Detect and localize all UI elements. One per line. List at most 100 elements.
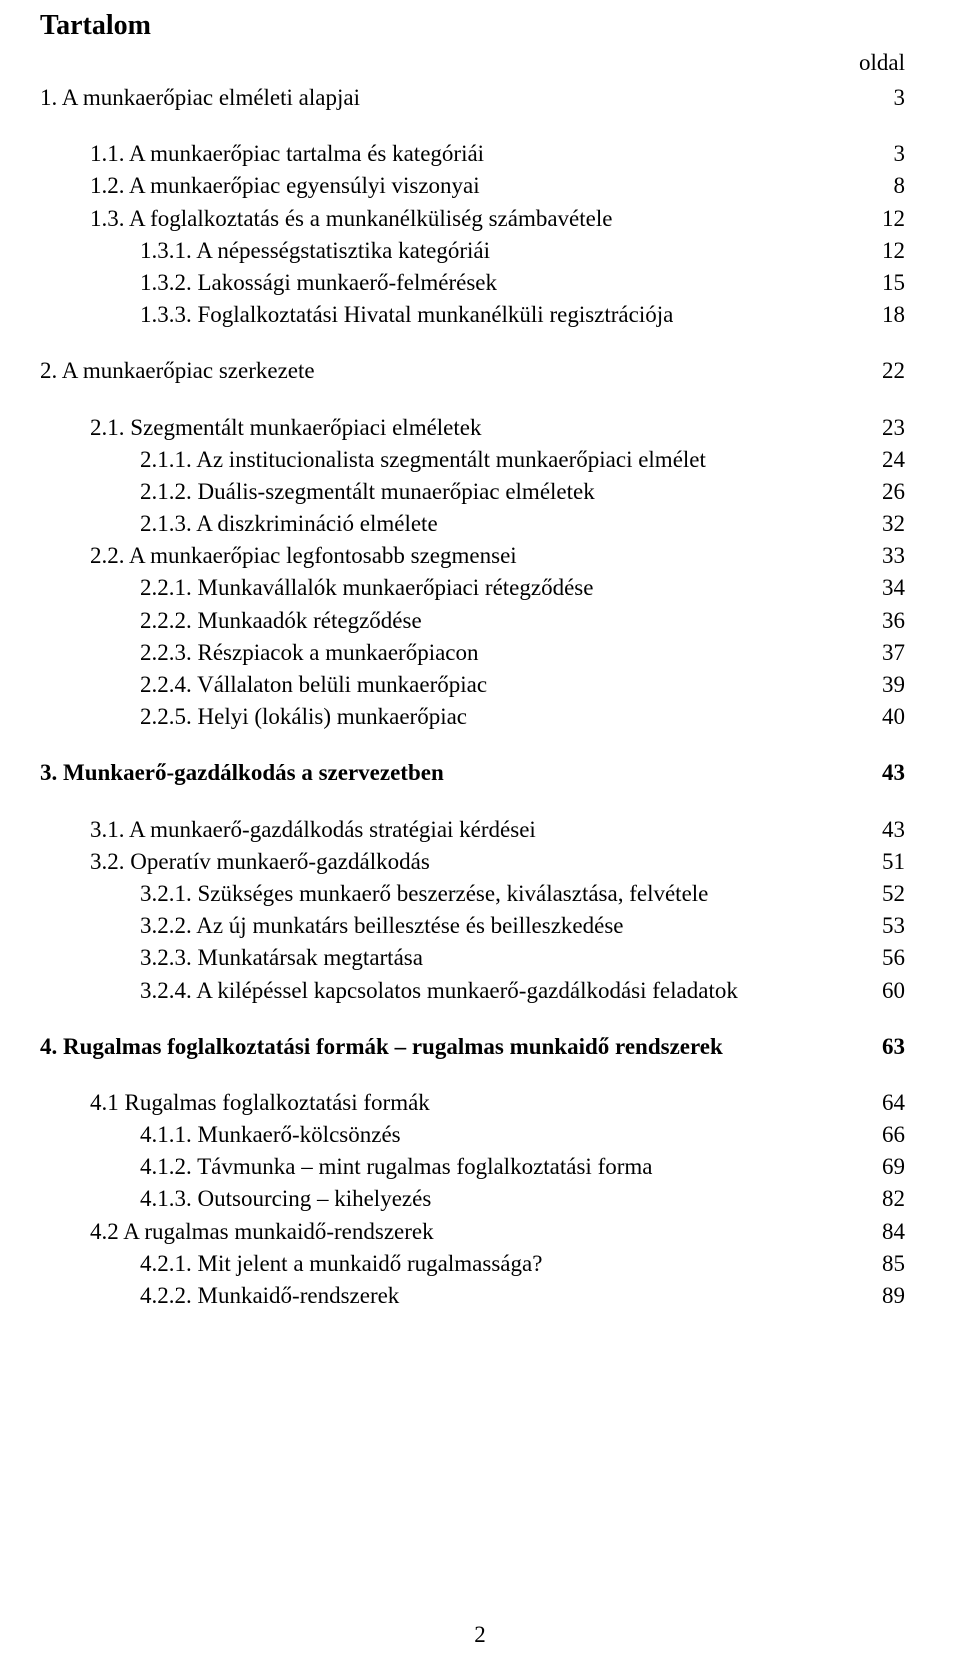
toc-row: 3.2.4. A kilépéssel kapcsolatos munkaerő… <box>40 975 920 1007</box>
toc-row: 3.2.2. Az új munkatárs beillesztése és b… <box>40 910 920 942</box>
toc-entry-label: 4.2 A rugalmas munkaidő-rendszerek <box>90 1216 865 1248</box>
toc-entry-label: 2.1.1. Az institucionalista szegmentált … <box>140 444 865 476</box>
toc-entry-page: 22 <box>865 355 920 387</box>
toc-entry-label: 3.2.1. Szükséges munkaerő beszerzése, ki… <box>140 878 865 910</box>
toc-entry-label: 1.3.2. Lakossági munkaerő-felmérések <box>140 267 865 299</box>
toc-row: 3. Munkaerő-gazdálkodás a szervezetben43 <box>40 757 920 789</box>
toc-row: 1.2. A munkaerőpiac egyensúlyi viszonyai… <box>40 170 920 202</box>
toc-row: 4.1.1. Munkaerő-kölcsönzés66 <box>40 1119 920 1151</box>
toc-entry-page: 24 <box>865 444 920 476</box>
toc-entry-page: 84 <box>865 1216 920 1248</box>
toc-entry-label: 2. A munkaerőpiac szerkezete <box>40 355 865 387</box>
toc-entry-label: 3.2.4. A kilépéssel kapcsolatos munkaerő… <box>140 975 865 1007</box>
toc-row: 1.3.2. Lakossági munkaerő-felmérések15 <box>40 267 920 299</box>
toc-row: 2. A munkaerőpiac szerkezete22 <box>40 355 920 387</box>
toc-spacer <box>40 790 920 814</box>
toc-entry-label: 2.2.1. Munkavállalók munkaerőpiaci réteg… <box>140 572 865 604</box>
toc-entry-label: 1.1. A munkaerőpiac tartalma és kategóri… <box>90 138 865 170</box>
page-number: 2 <box>0 1622 960 1648</box>
document-page: Tartalom oldal 1. A munkaerőpiac elmélet… <box>0 0 960 1668</box>
toc-row: 4.2.2. Munkaidő-rendszerek89 <box>40 1280 920 1312</box>
toc-spacer <box>40 331 920 355</box>
toc-entry-label: 1.3.1. A népességstatisztika kategóriái <box>140 235 865 267</box>
toc-entry-label: 1.3. A foglalkoztatás és a munkanélkülis… <box>90 203 865 235</box>
toc-entry-label: 4.2.1. Mit jelent a munkaidő rugalmasság… <box>140 1248 865 1280</box>
toc-row: 3.1. A munkaerő-gazdálkodás stratégiai k… <box>40 814 920 846</box>
toc-spacer <box>40 733 920 757</box>
toc-row: 4.2.1. Mit jelent a munkaidő rugalmasság… <box>40 1248 920 1280</box>
toc-entry-page: 52 <box>865 878 920 910</box>
toc-spacer <box>40 114 920 138</box>
toc-entry-label: 2.2.5. Helyi (lokális) munkaerőpiac <box>140 701 865 733</box>
toc-entry-label: 4.1.2. Távmunka – mint rugalmas foglalko… <box>140 1151 865 1183</box>
toc-entry-page: 33 <box>865 540 920 572</box>
toc-row: 4.1.3. Outsourcing – kihelyezés82 <box>40 1183 920 1215</box>
toc-row: 2.1. Szegmentált munkaerőpiaci elméletek… <box>40 412 920 444</box>
toc-entry-label: 4.2.2. Munkaidő-rendszerek <box>140 1280 865 1312</box>
toc-spacer <box>40 388 920 412</box>
toc-row: 1.3.1. A népességstatisztika kategóriái1… <box>40 235 920 267</box>
toc-entry-page: 69 <box>865 1151 920 1183</box>
toc-row: 2.2.1. Munkavállalók munkaerőpiaci réteg… <box>40 572 920 604</box>
toc-entry-page: 26 <box>865 476 920 508</box>
toc-row: 2.2. A munkaerőpiac legfontosabb szegmen… <box>40 540 920 572</box>
toc-entry-label: 4.1.3. Outsourcing – kihelyezés <box>140 1183 865 1215</box>
toc-entry-page: 60 <box>865 975 920 1007</box>
toc-entry-label: 4.1.1. Munkaerő-kölcsönzés <box>140 1119 865 1151</box>
toc-entry-page: 64 <box>865 1087 920 1119</box>
toc-spacer <box>40 1063 920 1087</box>
toc-entry-label: 1.3.3. Foglalkoztatási Hivatal munkanélk… <box>140 299 865 331</box>
toc-entry-label: 2.1.2. Duális-szegmentált munaerőpiac el… <box>140 476 865 508</box>
toc-entry-label: 4.1 Rugalmas foglalkoztatási formák <box>90 1087 865 1119</box>
toc-entry-page: 82 <box>865 1183 920 1215</box>
toc-entry-page: 18 <box>865 299 920 331</box>
toc-row: 2.2.4. Vállalaton belüli munkaerőpiac39 <box>40 669 920 701</box>
toc-entry-page: 23 <box>865 412 920 444</box>
page-column-header: oldal <box>40 50 920 76</box>
toc-row: 4.1 Rugalmas foglalkoztatási formák64 <box>40 1087 920 1119</box>
toc-entry-page: 43 <box>865 757 920 789</box>
toc-row: 1.1. A munkaerőpiac tartalma és kategóri… <box>40 138 920 170</box>
toc-entry-label: 2.1.3. A diszkrimináció elmélete <box>140 508 865 540</box>
toc-entry-label: 3.1. A munkaerő-gazdálkodás stratégiai k… <box>90 814 865 846</box>
toc-entry-page: 53 <box>865 910 920 942</box>
toc-row: 2.1.2. Duális-szegmentált munaerőpiac el… <box>40 476 920 508</box>
toc-entry-label: 2.1. Szegmentált munkaerőpiaci elméletek <box>90 412 865 444</box>
toc-entry-page: 43 <box>865 814 920 846</box>
toc-entry-page: 37 <box>865 637 920 669</box>
toc-entry-page: 12 <box>865 235 920 267</box>
toc-entry-page: 34 <box>865 572 920 604</box>
toc-row: 4.2 A rugalmas munkaidő-rendszerek84 <box>40 1216 920 1248</box>
toc-entry-label: 2.2.3. Részpiacok a munkaerőpiacon <box>140 637 865 669</box>
toc-entry-label: 2.2. A munkaerőpiac legfontosabb szegmen… <box>90 540 865 572</box>
toc-row: 2.2.3. Részpiacok a munkaerőpiacon37 <box>40 637 920 669</box>
toc-row: 4.1.2. Távmunka – mint rugalmas foglalko… <box>40 1151 920 1183</box>
toc-entry-page: 89 <box>865 1280 920 1312</box>
toc-entry-label: 2.2.4. Vállalaton belüli munkaerőpiac <box>140 669 865 701</box>
toc-entry-page: 39 <box>865 669 920 701</box>
toc-entry-page: 3 <box>865 82 920 114</box>
toc-entry-label: 3.2. Operatív munkaerő-gazdálkodás <box>90 846 865 878</box>
toc-row: 3.2.3. Munkatársak megtartása56 <box>40 942 920 974</box>
toc-row: 1.3.3. Foglalkoztatási Hivatal munkanélk… <box>40 299 920 331</box>
toc-spacer <box>40 1007 920 1031</box>
toc-entry-page: 3 <box>865 138 920 170</box>
toc-entry-page: 40 <box>865 701 920 733</box>
toc-row: 2.1.3. A diszkrimináció elmélete32 <box>40 508 920 540</box>
toc-entry-page: 66 <box>865 1119 920 1151</box>
toc-entry-page: 36 <box>865 605 920 637</box>
toc-title: Tartalom <box>40 10 920 42</box>
toc-container: 1. A munkaerőpiac elméleti alapjai31.1. … <box>40 82 920 1312</box>
toc-row: 2.2.5. Helyi (lokális) munkaerőpiac40 <box>40 701 920 733</box>
toc-row: 3.2.1. Szükséges munkaerő beszerzése, ki… <box>40 878 920 910</box>
toc-entry-label: 3. Munkaerő-gazdálkodás a szervezetben <box>40 757 865 789</box>
toc-entry-page: 12 <box>865 203 920 235</box>
toc-entry-label: 1. A munkaerőpiac elméleti alapjai <box>40 82 865 114</box>
toc-row: 2.2.2. Munkaadók rétegződése36 <box>40 605 920 637</box>
toc-row: 1.3. A foglalkoztatás és a munkanélkülis… <box>40 203 920 235</box>
toc-row: 2.1.1. Az institucionalista szegmentált … <box>40 444 920 476</box>
toc-entry-page: 32 <box>865 508 920 540</box>
toc-entry-label: 3.2.2. Az új munkatárs beillesztése és b… <box>140 910 865 942</box>
toc-row: 3.2. Operatív munkaerő-gazdálkodás51 <box>40 846 920 878</box>
toc-row: 4. Rugalmas foglalkoztatási formák – rug… <box>40 1031 920 1063</box>
